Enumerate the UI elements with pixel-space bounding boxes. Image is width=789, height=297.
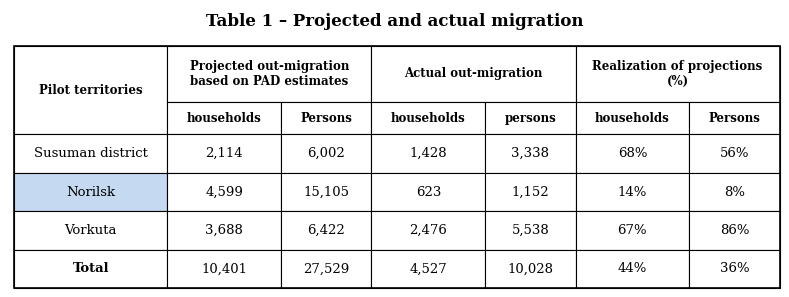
Text: 4,527: 4,527 bbox=[409, 262, 447, 275]
Text: 2,114: 2,114 bbox=[206, 147, 243, 160]
Text: 10,401: 10,401 bbox=[201, 262, 248, 275]
Text: 6,422: 6,422 bbox=[308, 224, 346, 237]
Text: 3,338: 3,338 bbox=[511, 147, 549, 160]
Text: Table 1 – Projected and actual migration: Table 1 – Projected and actual migration bbox=[206, 13, 583, 30]
Text: 14%: 14% bbox=[618, 186, 647, 198]
Text: 44%: 44% bbox=[618, 262, 647, 275]
Text: 3,688: 3,688 bbox=[205, 224, 243, 237]
Text: 36%: 36% bbox=[720, 262, 750, 275]
Text: 6,002: 6,002 bbox=[308, 147, 346, 160]
Text: 56%: 56% bbox=[720, 147, 750, 160]
Text: 1,152: 1,152 bbox=[511, 186, 549, 198]
Text: Susuman district: Susuman district bbox=[34, 147, 148, 160]
Text: 86%: 86% bbox=[720, 224, 750, 237]
Text: Pilot territories: Pilot territories bbox=[39, 84, 143, 97]
Text: Total: Total bbox=[73, 262, 109, 275]
Text: Persons: Persons bbox=[709, 112, 761, 124]
Text: 5,538: 5,538 bbox=[511, 224, 549, 237]
Text: 10,028: 10,028 bbox=[507, 262, 553, 275]
Text: Actual out-migration: Actual out-migration bbox=[404, 67, 543, 80]
Text: 4,599: 4,599 bbox=[205, 186, 243, 198]
Text: 2,476: 2,476 bbox=[409, 224, 447, 237]
Text: 623: 623 bbox=[416, 186, 441, 198]
Text: 68%: 68% bbox=[618, 147, 647, 160]
Text: 8%: 8% bbox=[724, 186, 745, 198]
Text: households: households bbox=[391, 112, 466, 124]
Text: households: households bbox=[595, 112, 670, 124]
Text: Persons: Persons bbox=[301, 112, 353, 124]
Text: 15,105: 15,105 bbox=[304, 186, 350, 198]
Text: 27,529: 27,529 bbox=[303, 262, 350, 275]
Text: Vorkuta: Vorkuta bbox=[65, 224, 117, 237]
Text: 67%: 67% bbox=[618, 224, 647, 237]
Text: Projected out-migration
based on PAD estimates: Projected out-migration based on PAD est… bbox=[190, 60, 350, 88]
Text: households: households bbox=[187, 112, 262, 124]
Text: 1,428: 1,428 bbox=[409, 147, 447, 160]
Text: persons: persons bbox=[504, 112, 556, 124]
Text: Norilsk: Norilsk bbox=[66, 186, 115, 198]
Text: Realization of projections
(%): Realization of projections (%) bbox=[593, 60, 763, 88]
